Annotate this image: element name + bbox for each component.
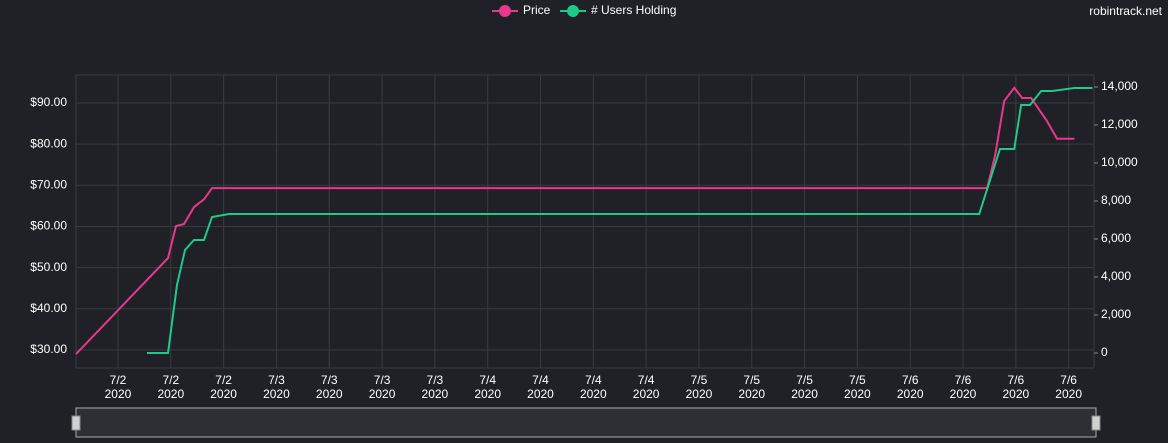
x-tick-year: 2020 bbox=[157, 387, 184, 401]
x-tick-label: 7/2 bbox=[110, 373, 127, 387]
x-tick-year: 2020 bbox=[791, 387, 818, 401]
x-tick-year: 2020 bbox=[633, 387, 660, 401]
x-tick-label: 7/6 bbox=[902, 373, 919, 387]
x-tick-label: 7/2 bbox=[162, 373, 179, 387]
x-tick-label: 7/3 bbox=[321, 373, 338, 387]
x-tick-label: 7/4 bbox=[585, 373, 602, 387]
x-tick-year: 2020 bbox=[105, 387, 132, 401]
series-line bbox=[146, 86, 1093, 354]
x-tick-year: 2020 bbox=[686, 387, 713, 401]
series-line bbox=[75, 86, 1075, 355]
y2-tick-label: 12,000 bbox=[1101, 117, 1138, 131]
x-tick-year: 2020 bbox=[580, 387, 607, 401]
x-tick-year: 2020 bbox=[738, 387, 765, 401]
y-tick-label: $60.00 bbox=[30, 219, 67, 233]
x-tick-year: 2020 bbox=[316, 387, 343, 401]
x-tick-label: 7/4 bbox=[638, 373, 655, 387]
x-tick-label: 7/2 bbox=[215, 373, 232, 387]
x-tick-label: 7/5 bbox=[691, 373, 708, 387]
x-tick-label: 7/5 bbox=[743, 373, 760, 387]
x-tick-label: 7/3 bbox=[374, 373, 391, 387]
x-tick-label: 7/6 bbox=[1007, 373, 1024, 387]
y2-tick-label: 10,000 bbox=[1101, 155, 1138, 169]
x-tick-label: 7/6 bbox=[1060, 373, 1077, 387]
legend-label: # Users Holding bbox=[591, 3, 676, 17]
source-label: robintrack.net bbox=[1089, 4, 1162, 18]
x-tick-year: 2020 bbox=[422, 387, 449, 401]
y-tick-label: $30.00 bbox=[30, 342, 67, 356]
legend-label: Price bbox=[523, 3, 551, 17]
x-tick-label: 7/4 bbox=[479, 373, 496, 387]
navigator-handle[interactable] bbox=[71, 415, 81, 431]
legend-marker bbox=[499, 5, 511, 17]
x-tick-label: 7/3 bbox=[268, 373, 285, 387]
x-tick-year: 2020 bbox=[210, 387, 237, 401]
y2-tick-label: 14,000 bbox=[1101, 79, 1138, 93]
y2-tick-label: 6,000 bbox=[1101, 231, 1131, 245]
x-tick-year: 2020 bbox=[369, 387, 396, 401]
x-tick-label: 7/6 bbox=[955, 373, 972, 387]
y-tick-label: $50.00 bbox=[30, 260, 67, 274]
plot-border bbox=[75, 74, 1095, 369]
x-tick-label: 7/3 bbox=[427, 373, 444, 387]
y-tick-label: $80.00 bbox=[30, 136, 67, 150]
x-tick-year: 2020 bbox=[263, 387, 290, 401]
y2-tick-label: 8,000 bbox=[1101, 193, 1131, 207]
y2-tick-label: 0 bbox=[1101, 345, 1108, 359]
x-tick-label: 7/5 bbox=[849, 373, 866, 387]
y2-tick-label: 2,000 bbox=[1101, 307, 1131, 321]
x-tick-year: 2020 bbox=[844, 387, 871, 401]
navigator[interactable] bbox=[75, 407, 1097, 438]
navigator-handle[interactable] bbox=[1091, 415, 1101, 431]
legend-marker bbox=[567, 5, 579, 17]
x-tick-label: 7/5 bbox=[796, 373, 813, 387]
x-tick-year: 2020 bbox=[1002, 387, 1029, 401]
x-tick-label: 7/4 bbox=[532, 373, 549, 387]
y-tick-label: $90.00 bbox=[30, 95, 67, 109]
x-tick-year: 2020 bbox=[897, 387, 924, 401]
y-tick-label: $70.00 bbox=[30, 177, 67, 191]
x-tick-year: 2020 bbox=[1055, 387, 1082, 401]
x-tick-year: 2020 bbox=[950, 387, 977, 401]
x-tick-year: 2020 bbox=[474, 387, 501, 401]
y2-tick-label: 4,000 bbox=[1101, 269, 1131, 283]
x-tick-year: 2020 bbox=[527, 387, 554, 401]
y-tick-label: $40.00 bbox=[30, 301, 67, 315]
